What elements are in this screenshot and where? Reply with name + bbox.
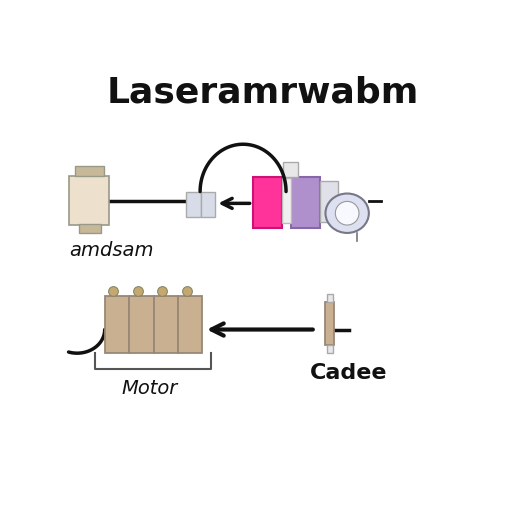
Text: Cadee: Cadee bbox=[310, 363, 387, 383]
Bar bbox=[291, 177, 321, 228]
Bar bbox=[178, 296, 202, 353]
Bar bbox=[69, 176, 109, 225]
Bar bbox=[154, 296, 178, 353]
Text: Laseramrwabm: Laseramrwabm bbox=[106, 76, 419, 110]
Text: amdsam: amdsam bbox=[69, 241, 154, 260]
Bar bbox=[79, 224, 101, 233]
Bar bbox=[283, 162, 298, 177]
Text: Motor: Motor bbox=[122, 379, 178, 398]
Bar bbox=[129, 296, 154, 353]
Bar bbox=[252, 177, 282, 228]
Bar bbox=[326, 302, 334, 345]
Bar bbox=[282, 178, 291, 223]
Bar bbox=[321, 181, 338, 222]
Ellipse shape bbox=[335, 201, 359, 225]
Bar bbox=[185, 191, 201, 217]
Bar bbox=[201, 191, 216, 217]
Bar bbox=[327, 294, 333, 302]
Bar bbox=[75, 166, 103, 176]
Bar bbox=[105, 296, 129, 353]
Ellipse shape bbox=[326, 194, 369, 233]
Bar bbox=[327, 345, 333, 353]
